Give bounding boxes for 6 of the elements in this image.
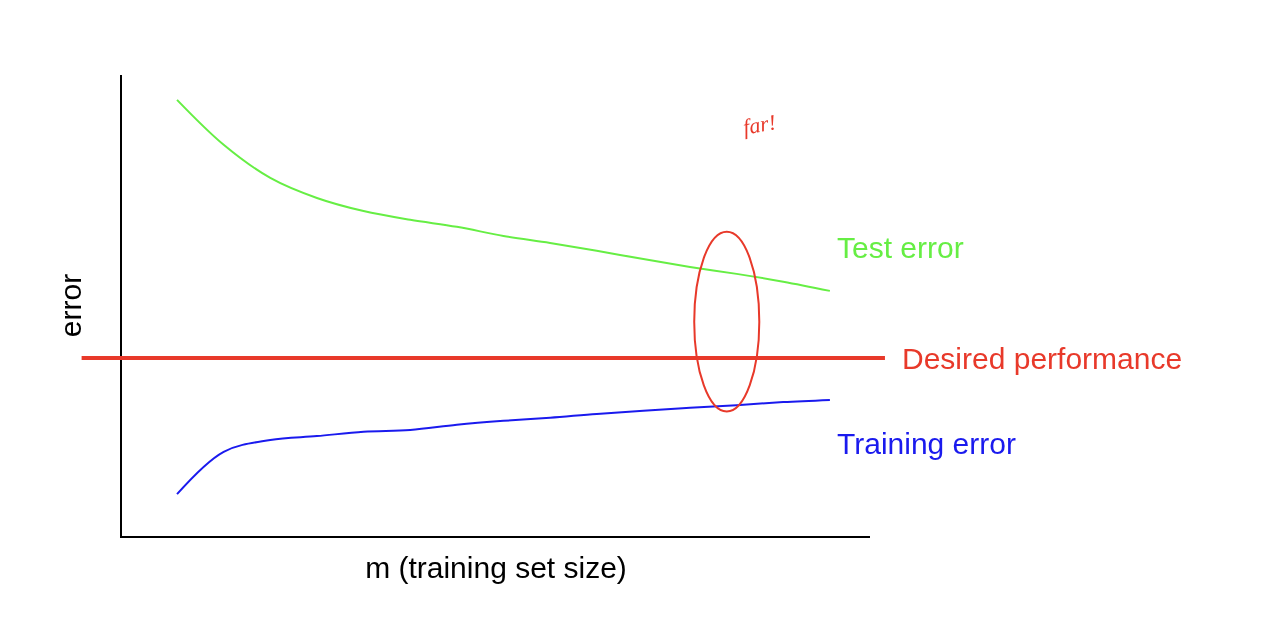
series-label: Test error <box>837 231 964 264</box>
x-axis-title: m (training set size) <box>365 551 627 584</box>
y-axis-title: error <box>53 273 87 338</box>
ref-line-label: Desired performance <box>902 342 1183 375</box>
annotation: far! <box>741 109 778 140</box>
series-label: Training error <box>837 427 1016 460</box>
